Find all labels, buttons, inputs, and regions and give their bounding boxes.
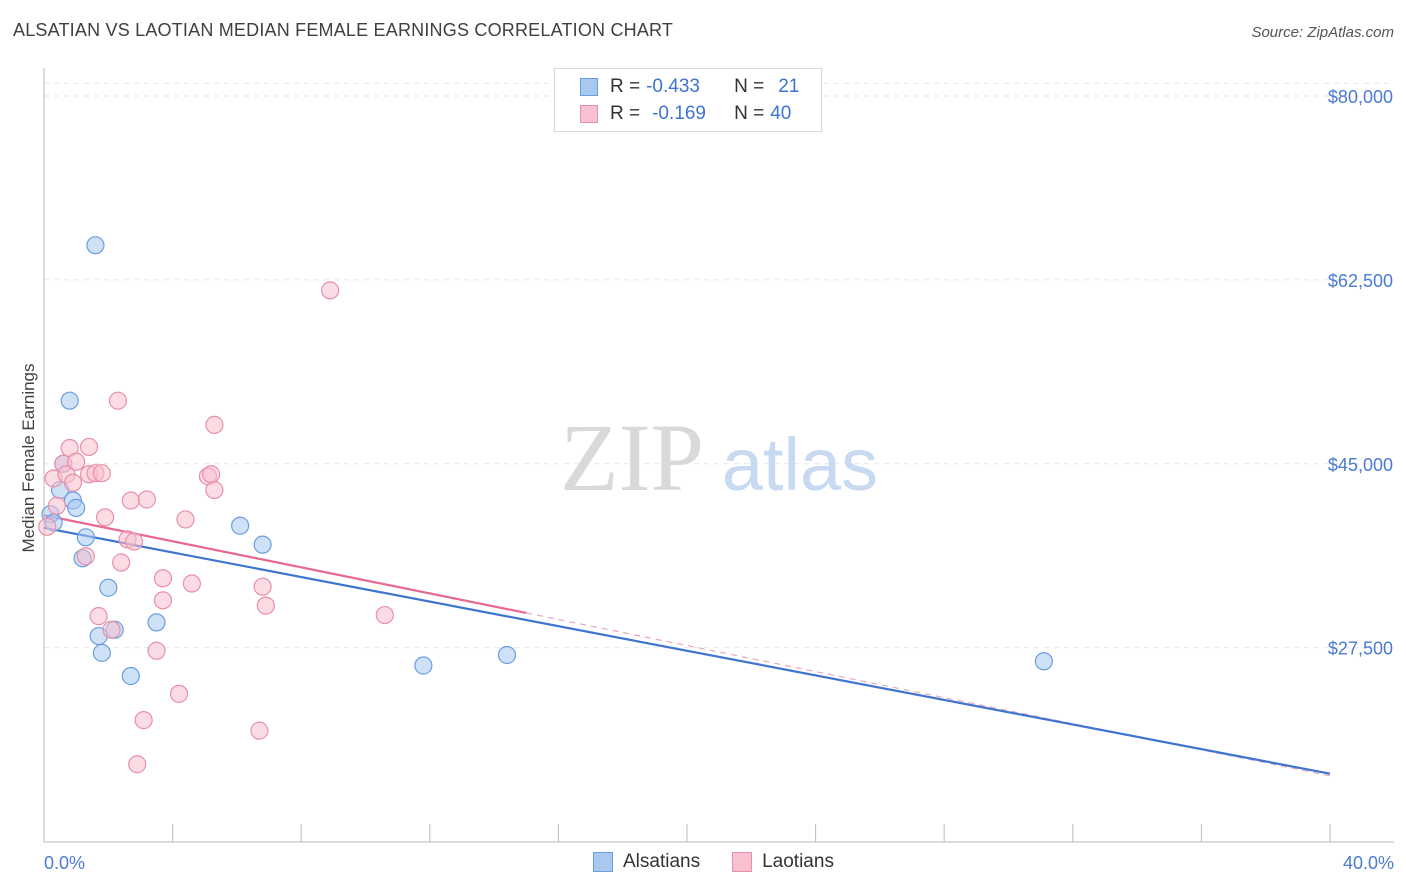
data-point-laotian xyxy=(89,607,108,626)
legend-swatch-laotians xyxy=(580,105,598,123)
legend-row-laotians: R = -0.169 N = 40 xyxy=(555,102,791,126)
data-point-laotian xyxy=(121,491,140,510)
data-point-alsatian xyxy=(231,516,250,535)
data-point-laotian xyxy=(79,437,99,457)
data-point-laotian xyxy=(205,415,224,434)
series-legend: Alsatians Laotians xyxy=(593,851,834,873)
data-point-alsatian xyxy=(67,498,86,517)
legend-n-label: N = xyxy=(734,103,765,124)
legend-n-value: 40 xyxy=(770,103,792,124)
data-point-laotian xyxy=(176,510,195,529)
data-point-alsatian xyxy=(76,528,95,547)
data-point-laotian xyxy=(153,569,173,588)
watermark-atlas: atlas xyxy=(722,423,878,506)
data-point-laotian xyxy=(375,605,394,625)
data-point-alsatian xyxy=(60,391,79,410)
y-tick-label: $62,500 xyxy=(1328,271,1393,291)
data-point-alsatian xyxy=(121,666,140,686)
trend-lines xyxy=(43,514,1331,777)
data-point-laotian xyxy=(67,452,86,471)
data-point-laotian xyxy=(253,577,272,596)
series-label-alsatians: Alsatians xyxy=(623,851,701,872)
legend-r-value: -0.433 xyxy=(646,76,700,97)
data-point-laotian xyxy=(47,496,66,515)
data-point-laotian xyxy=(76,547,95,566)
legend-r-label: R = xyxy=(610,76,641,97)
correlation-legend: R = -0.433 N = 21 R = -0.169 N = 40 xyxy=(554,68,822,132)
data-point-alsatian xyxy=(1034,652,1053,671)
grid-lines xyxy=(44,82,1394,649)
data-point-alsatian xyxy=(497,645,517,665)
data-point-laotian xyxy=(250,721,269,740)
data-point-laotian xyxy=(102,620,121,639)
data-point-alsatian xyxy=(147,613,166,632)
trend-line-alsatians xyxy=(43,526,1331,775)
source-label: Source: ZipAtlas.com xyxy=(1251,24,1394,41)
legend-n-value: 21 xyxy=(778,76,800,97)
data-point-laotian xyxy=(38,517,57,536)
chart-title: ALSATIAN VS LAOTIAN MEDIAN FEMALE EARNIN… xyxy=(13,20,674,40)
legend-r-value: -0.169 xyxy=(652,103,706,124)
data-point-laotian xyxy=(124,532,144,551)
data-point-alsatian xyxy=(86,236,105,255)
series-swatch-alsatians xyxy=(593,852,613,872)
data-point-alsatian xyxy=(92,643,111,662)
data-point-alsatian xyxy=(414,656,433,675)
x-tick-max: 40.0% xyxy=(1343,853,1394,873)
y-tick-label: $80,000 xyxy=(1328,87,1393,107)
data-point-laotian xyxy=(134,711,153,730)
data-point-laotian xyxy=(95,508,115,527)
data-point-alsatian xyxy=(253,535,272,554)
data-point-laotian xyxy=(321,281,340,300)
data-point-laotian xyxy=(63,473,83,492)
series-label-laotians: Laotians xyxy=(762,851,834,872)
y-axis-label: Median Female Earnings xyxy=(19,364,38,553)
data-point-laotian xyxy=(92,464,111,483)
data-point-laotian xyxy=(205,480,224,500)
data-point-laotian xyxy=(169,684,189,703)
data-point-laotian xyxy=(112,553,131,572)
axes xyxy=(43,68,1394,843)
legend-row-alsatians: R = -0.433 N = 21 xyxy=(555,75,799,99)
data-points xyxy=(38,236,1053,774)
data-point-laotian xyxy=(182,574,201,593)
series-swatch-laotians xyxy=(732,852,753,872)
data-point-laotian xyxy=(128,755,147,774)
y-tick-label: $45,000 xyxy=(1328,455,1393,475)
data-point-laotian xyxy=(108,391,128,410)
watermark: ZIP atlas xyxy=(560,404,878,511)
data-point-alsatian xyxy=(99,578,118,597)
data-point-laotian xyxy=(147,641,166,660)
data-point-laotian xyxy=(202,465,221,484)
y-tick-label: $27,500 xyxy=(1328,639,1393,659)
legend-n-label: N = xyxy=(734,76,765,97)
x-tick-min: 0.0% xyxy=(44,853,85,873)
y-tick-labels: $80,000 $62,500 $45,000 $27,500 xyxy=(1328,87,1393,659)
data-point-laotian xyxy=(137,490,156,509)
legend-swatch-alsatians xyxy=(580,78,598,96)
legend-r-label: R = xyxy=(610,103,641,124)
data-point-laotian xyxy=(256,596,275,615)
watermark-zip: ZIP xyxy=(560,404,704,511)
data-point-laotian xyxy=(153,591,173,610)
